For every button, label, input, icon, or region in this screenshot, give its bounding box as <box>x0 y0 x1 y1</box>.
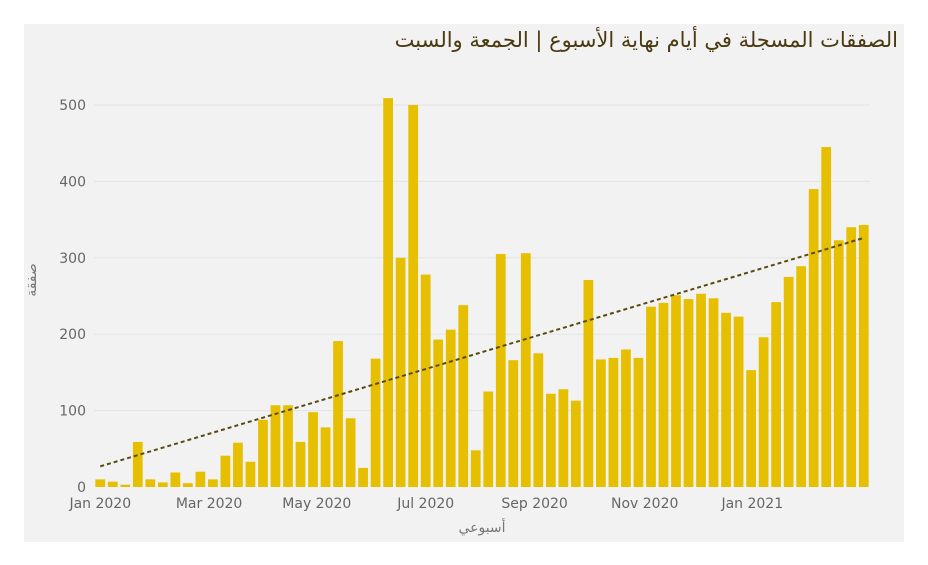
bar-50[interactable] <box>721 312 731 487</box>
bar-46[interactable] <box>671 295 681 487</box>
bar-7[interactable] <box>182 483 193 487</box>
bar-26[interactable] <box>420 274 431 487</box>
y-tick-100: 100 <box>59 404 86 420</box>
bar-1[interactable] <box>107 481 118 487</box>
bar-25[interactable] <box>408 105 419 487</box>
bar-33[interactable] <box>508 360 519 487</box>
bar-43[interactable] <box>633 357 644 487</box>
chart-title: الصفقات المسجلة في أيام نهاية الأسبوع | … <box>394 28 898 52</box>
bar-44[interactable] <box>646 306 656 487</box>
bar-20[interactable] <box>345 418 356 487</box>
y-tick-0: 0 <box>77 480 86 496</box>
bar-60[interactable] <box>846 227 857 488</box>
bar-42[interactable] <box>621 349 631 487</box>
y-tick-400: 400 <box>59 174 86 190</box>
y-tick-labels: 0 100 200 300 400 500 <box>59 98 86 496</box>
x-tick-1: Mar 2020 <box>176 496 243 512</box>
bar-40[interactable] <box>596 359 606 487</box>
bar-10[interactable] <box>220 455 231 487</box>
bar-51[interactable] <box>733 316 744 487</box>
x-axis-label: أسبوعي <box>458 518 505 536</box>
bar-57[interactable] <box>808 189 819 488</box>
bar-13[interactable] <box>258 419 268 487</box>
bar-28[interactable] <box>445 329 456 487</box>
bar-36[interactable] <box>545 393 556 487</box>
bar-22[interactable] <box>370 358 381 487</box>
y-tick-200: 200 <box>59 327 86 343</box>
x-tick-2: May 2020 <box>282 496 351 512</box>
bar-2[interactable] <box>120 484 131 487</box>
bar-52[interactable] <box>746 370 756 487</box>
bar-55[interactable] <box>783 276 794 487</box>
bar-4[interactable] <box>145 479 156 487</box>
x-tick-6: Jan 2021 <box>720 496 783 512</box>
bars <box>95 98 869 488</box>
x-tick-labels: Jan 2020 Mar 2020 May 2020 Jul 2020 Sep 2020… <box>68 496 783 512</box>
bar-31[interactable] <box>483 391 494 488</box>
bar-58[interactable] <box>821 147 832 487</box>
x-tick-3: Jul 2020 <box>396 496 454 512</box>
bar-6[interactable] <box>170 472 181 487</box>
bar-45[interactable] <box>658 302 669 487</box>
bar-53[interactable] <box>758 337 769 487</box>
bar-11[interactable] <box>233 442 243 487</box>
bar-16[interactable] <box>295 441 306 487</box>
bar-38[interactable] <box>570 400 581 487</box>
bar-32[interactable] <box>495 253 506 487</box>
y-axis-label: صفقة <box>24 263 40 297</box>
bar-61[interactable] <box>858 224 869 487</box>
bar-37[interactable] <box>558 389 569 487</box>
bar-59[interactable] <box>833 240 844 487</box>
bar-56[interactable] <box>796 266 807 487</box>
bar-0[interactable] <box>95 479 106 487</box>
bar-34[interactable] <box>520 253 531 487</box>
bar-24[interactable] <box>395 257 406 487</box>
x-tick-0: Jan 2020 <box>68 496 131 512</box>
bar-54[interactable] <box>771 302 782 487</box>
x-tick-4: Sep 2020 <box>501 496 567 512</box>
bar-12[interactable] <box>245 461 256 487</box>
bar-47[interactable] <box>683 299 694 487</box>
y-tick-500: 500 <box>59 98 86 114</box>
bar-30[interactable] <box>470 450 481 487</box>
y-tick-300: 300 <box>59 251 86 267</box>
bar-5[interactable] <box>157 482 168 487</box>
bar-9[interactable] <box>208 479 218 487</box>
bar-35[interactable] <box>533 353 544 487</box>
bar-21[interactable] <box>358 467 368 487</box>
bar-18[interactable] <box>320 427 331 487</box>
bar-27[interactable] <box>433 339 444 487</box>
bar-29[interactable] <box>458 305 469 487</box>
bar-39[interactable] <box>583 279 594 487</box>
bar-19[interactable] <box>333 341 343 487</box>
bar-41[interactable] <box>608 357 619 487</box>
x-tick-5: Nov 2020 <box>611 496 678 512</box>
bar-49[interactable] <box>708 298 719 487</box>
bar-15[interactable] <box>283 405 293 487</box>
bar-14[interactable] <box>270 405 281 487</box>
bar-8[interactable] <box>195 471 206 487</box>
gridlines <box>94 104 870 412</box>
bar-23[interactable] <box>383 98 394 488</box>
bar-48[interactable] <box>696 293 706 487</box>
bar-17[interactable] <box>308 412 318 487</box>
bar-3[interactable] <box>132 441 143 487</box>
